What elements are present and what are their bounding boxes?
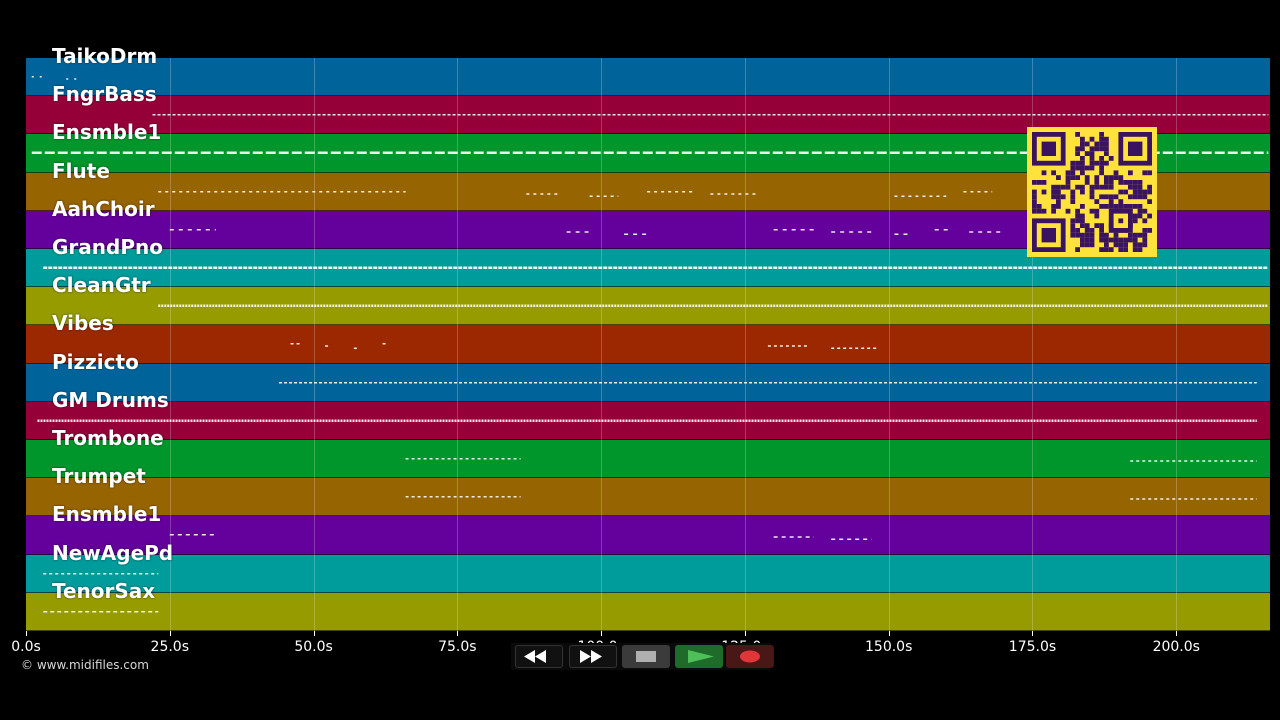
note-activity xyxy=(169,228,1004,235)
play-icon xyxy=(688,650,714,663)
tick-label: 0.0s xyxy=(11,639,41,655)
record-button[interactable] xyxy=(726,645,774,668)
rewind-icon xyxy=(524,650,546,663)
copyright-text: © www.midifiles.com xyxy=(21,658,149,672)
tick-mark xyxy=(313,631,315,636)
tick-mark xyxy=(169,631,171,636)
tick-mark xyxy=(888,631,890,636)
track-label: Ensmble1 xyxy=(52,120,162,145)
track-lane xyxy=(26,96,1270,135)
track-label: GM Drums xyxy=(52,387,169,412)
track-lane xyxy=(26,287,1270,326)
transport-controls xyxy=(511,643,774,670)
track-label: Ensmble1 xyxy=(52,502,162,527)
track-label: Trumpet xyxy=(52,464,146,489)
note-activity xyxy=(405,496,1257,500)
tick-label: 175.0s xyxy=(1008,639,1057,655)
track-label: Trombone xyxy=(52,426,164,450)
track-label: FngrBass xyxy=(52,82,157,107)
note-activity xyxy=(158,304,1269,308)
tick-label: 50.0s xyxy=(294,639,333,655)
tick-mark xyxy=(1032,631,1034,636)
note-activity xyxy=(169,534,872,541)
note-activity xyxy=(279,381,1257,384)
qr-code-graphic xyxy=(1032,132,1152,252)
track-lane xyxy=(26,440,1270,479)
tick-mark xyxy=(457,631,459,636)
track-label: AahChoir xyxy=(52,196,155,221)
play-button[interactable] xyxy=(675,645,723,668)
rewind-button[interactable] xyxy=(515,645,563,668)
note-activity xyxy=(152,114,1269,116)
tick-mark xyxy=(601,631,603,636)
track-lane xyxy=(26,478,1270,517)
tick-label: 25.0s xyxy=(150,639,190,655)
track-label: Flute xyxy=(52,158,110,183)
note-activity xyxy=(43,266,1269,269)
track-lane xyxy=(26,401,1270,440)
fast-forward-icon xyxy=(580,650,602,663)
tick-mark xyxy=(26,631,27,636)
track-lane xyxy=(26,363,1270,402)
tick-mark xyxy=(1176,631,1178,636)
qr-code-icon xyxy=(1027,127,1157,257)
track-lane xyxy=(26,592,1270,631)
track-label: NewAgePd xyxy=(52,540,174,565)
track-lane xyxy=(26,325,1270,364)
fast-forward-button[interactable] xyxy=(569,645,617,668)
track-label: TaikoDrm xyxy=(52,44,158,68)
track-label: GrandPno xyxy=(52,235,163,259)
tick-label: 150.0s xyxy=(865,639,913,655)
note-activity xyxy=(43,572,159,575)
record-icon xyxy=(740,650,760,663)
track-label: TenorSax xyxy=(52,578,156,603)
track-lane xyxy=(26,554,1270,593)
stop-icon xyxy=(636,651,656,662)
track-lane xyxy=(26,516,1270,555)
track-label: Vibes xyxy=(52,311,114,336)
track-label: CleanGtr xyxy=(52,273,151,298)
note-activity xyxy=(37,419,1257,422)
tick-label: 200.0s xyxy=(1152,639,1200,655)
track-label: Pizzicto xyxy=(52,349,139,374)
note-activity xyxy=(290,343,878,350)
note-activity xyxy=(158,190,993,197)
stop-button[interactable] xyxy=(622,645,670,668)
note-activity xyxy=(405,457,1257,462)
note-activity xyxy=(43,610,159,613)
tick-label: 75.0s xyxy=(438,639,477,655)
track-lane xyxy=(26,58,1270,97)
tick-mark xyxy=(744,631,746,636)
note-activity xyxy=(31,75,78,80)
